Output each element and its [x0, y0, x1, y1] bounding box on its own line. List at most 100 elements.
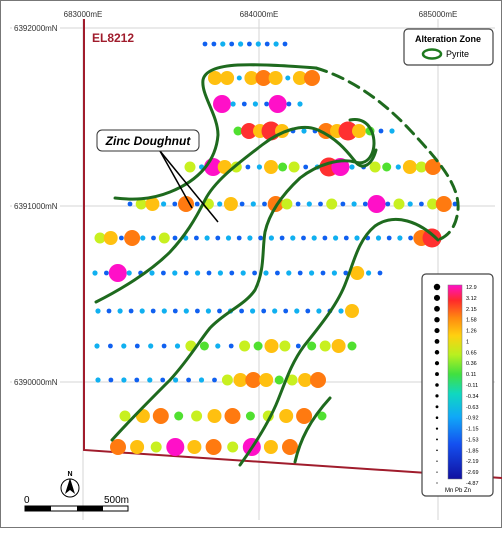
sample-point: [290, 235, 296, 241]
legend-size-dot: [435, 383, 439, 387]
sample-point: [352, 124, 366, 138]
north-arrow: N: [60, 471, 80, 498]
sample-point: [303, 164, 309, 170]
sample-point: [212, 377, 217, 383]
sample-point: [225, 235, 232, 241]
sample-point: [134, 343, 140, 349]
sample-point: [264, 101, 269, 107]
sample-point: [351, 201, 357, 207]
sample-point: [292, 71, 307, 85]
sample-point: [295, 201, 301, 207]
pyrite-outline-dashed: [314, 66, 460, 242]
sample-point: [195, 270, 201, 276]
sample-point: [236, 235, 242, 241]
sample-point: [161, 270, 166, 276]
sample-point: [343, 270, 349, 276]
easting-label-3: 685000mE: [419, 10, 458, 19]
sample-point: [306, 201, 312, 207]
sample-point: [148, 343, 154, 349]
sample-point: [150, 308, 156, 314]
legend-value-label: 1.26: [466, 329, 477, 335]
legend-size-dot: [436, 460, 438, 462]
sample-point: [247, 41, 252, 47]
legend-size-dot: [434, 316, 440, 323]
sample-point: [419, 201, 424, 207]
sample-point: [296, 408, 313, 424]
value-color-bar: [447, 284, 463, 480]
legend-value-label: -0.92: [466, 416, 479, 422]
pyrite-symbol-icon: [421, 48, 443, 60]
legend-value-label: 3.12: [466, 296, 477, 302]
scale-bar-start: 0: [24, 495, 30, 506]
sample-point: [319, 340, 331, 352]
sample-point: [161, 343, 167, 349]
sample-point: [121, 377, 127, 383]
sample-point: [223, 197, 238, 211]
sample-point: [151, 235, 156, 241]
sample-point: [395, 164, 401, 170]
callout-leader-line-1: [159, 150, 219, 223]
sample-point: [215, 343, 221, 349]
sample-point: [110, 439, 126, 455]
sample-point: [161, 308, 167, 314]
sample-point: [204, 235, 210, 241]
sample-point: [124, 230, 141, 246]
sample-point: [297, 270, 303, 276]
sample-point: [130, 440, 145, 454]
sample-point: [194, 235, 199, 241]
sample-point: [309, 270, 315, 276]
sample-point: [326, 198, 338, 210]
sample-point: [108, 343, 113, 349]
legend-value-label: 1.58: [466, 318, 477, 324]
sample-point: [174, 343, 181, 349]
sample-point: [160, 377, 166, 383]
legend-size-dot: [435, 427, 439, 430]
sample-point: [183, 308, 189, 314]
tenement-boundary: [83, 18, 502, 479]
sample-point: [108, 264, 127, 282]
sample-point: [307, 341, 317, 351]
sample-point: [258, 235, 263, 241]
sample-point: [283, 308, 289, 314]
legend-value-label: -0.11: [466, 383, 478, 389]
sample-point: [173, 377, 179, 383]
sample-point: [221, 374, 233, 386]
tenement-label: EL8212: [92, 31, 134, 45]
sample-point: [255, 41, 261, 47]
sample-point: [149, 270, 155, 276]
sample-point: [393, 198, 405, 210]
sample-point: [385, 201, 391, 207]
sample-point: [147, 377, 153, 383]
sample-point: [239, 340, 251, 352]
sample-point: [282, 41, 288, 47]
sample-point: [354, 235, 360, 241]
sample-point: [415, 161, 427, 173]
sample-point: [294, 308, 300, 314]
sample-point: [264, 41, 270, 47]
sample-point: [199, 341, 209, 351]
sample-point: [205, 308, 211, 314]
sample-point: [331, 339, 346, 353]
easting-label-1: 683000mE: [64, 10, 103, 19]
pyrite-outline-north: [113, 63, 318, 201]
sample-point: [279, 235, 285, 241]
legend-size-dot: [434, 361, 440, 366]
sample-point: [206, 270, 212, 276]
sample-point: [119, 410, 131, 422]
northing-label-3: 6390000mN: [14, 378, 58, 387]
sample-point: [288, 161, 300, 173]
sample-point: [331, 270, 337, 276]
legend-size-dot: [436, 438, 438, 441]
sample-point: [94, 232, 106, 244]
sample-point: [305, 308, 311, 314]
sample-point: [286, 101, 292, 107]
sample-point: [301, 128, 307, 134]
sample-point: [228, 343, 234, 349]
sample-point: [233, 373, 248, 387]
sample-point: [140, 235, 146, 241]
sample-point: [108, 377, 114, 383]
sample-point: [134, 377, 140, 383]
sample-point: [217, 270, 223, 276]
sample-point: [172, 270, 178, 276]
sample-point: [259, 373, 274, 387]
